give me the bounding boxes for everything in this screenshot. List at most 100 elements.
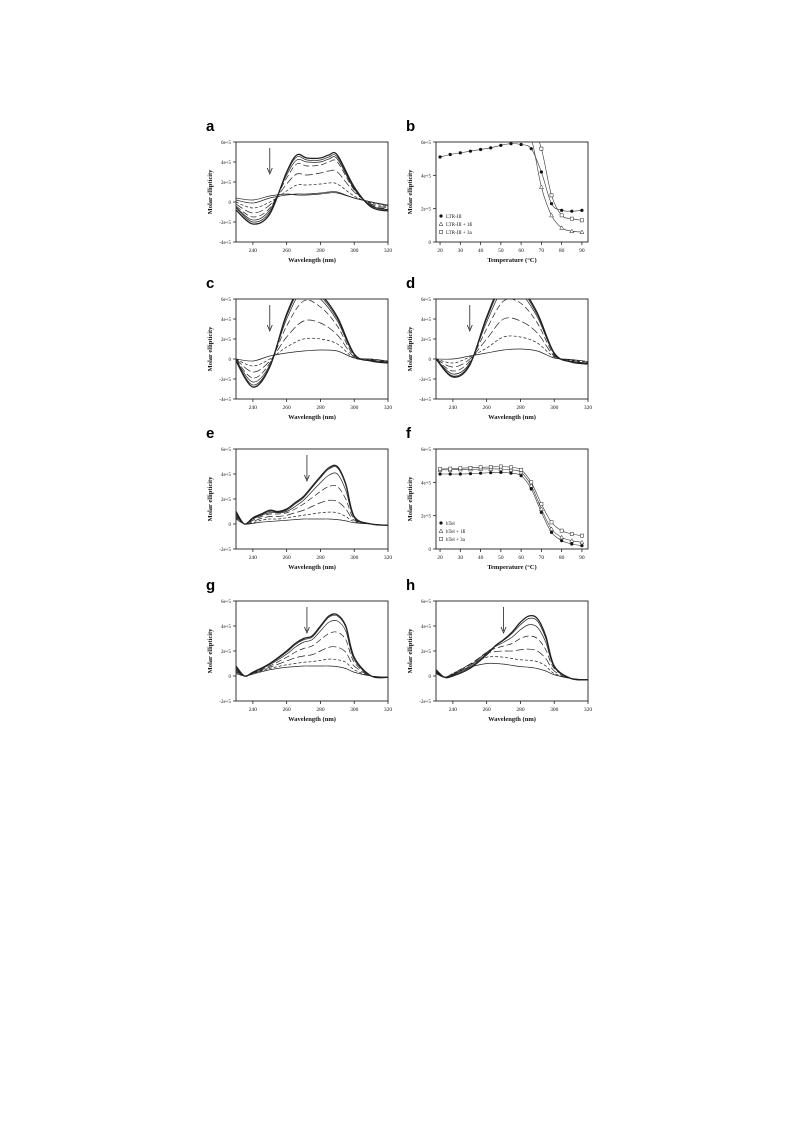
data-point [479, 131, 482, 134]
data-point [438, 118, 442, 120]
data-point [519, 142, 523, 147]
x-tick-label: 300 [350, 405, 359, 411]
data-point [569, 228, 575, 234]
x-tick-label: 90 [579, 248, 585, 254]
y-tick-label: 0 [229, 675, 232, 680]
panel-g: g 240 260 280 300 320 -2e+5 0 2e+5 4e+5 6e+5 Wavele… [200, 577, 392, 729]
y-tick-label: 0 [229, 201, 232, 206]
y-tick-label: 0 [429, 241, 432, 246]
spectrum-line [436, 635, 588, 681]
panel-d: d 240 260 280 300 320 -4e+5 -2e+5 0 2e+5 4e+5 6e+5 W… [400, 275, 592, 427]
data-point [489, 130, 492, 133]
data-point [549, 526, 554, 531]
y-tick-label: -2e+5 [219, 548, 231, 553]
data-point [499, 464, 503, 469]
x-tick-label: 320 [384, 555, 392, 561]
x-axis-label: Wavelength (nm) [488, 716, 536, 723]
spectrum-line [236, 319, 388, 373]
x-tick-label: 260 [483, 707, 492, 713]
y-tick-label: 0 [429, 548, 432, 553]
plot-frame [235, 600, 389, 702]
trend-arrowhead-icon [304, 626, 310, 635]
legend-label: LTR-III [446, 215, 462, 220]
x-tick-label: 240 [249, 707, 258, 713]
y-tick-label: 2e+5 [421, 208, 432, 213]
data-point [468, 465, 473, 470]
x-axis-label: Wavelength (nm) [288, 716, 336, 723]
data-point [499, 470, 503, 474]
data-point [489, 124, 493, 128]
legend-marker [439, 521, 443, 525]
panel-letter: f [406, 425, 411, 442]
data-point [549, 520, 554, 525]
y-tick-label: -4e+5 [419, 398, 431, 403]
y-tick-label: 6e+5 [421, 141, 432, 146]
spectrum-line [236, 182, 388, 209]
y-tick-label: -2e+5 [419, 378, 431, 383]
trend-arrowhead-icon [266, 324, 273, 333]
data-point [438, 467, 442, 471]
x-tick-label: 300 [550, 405, 559, 411]
spectrum-line [436, 299, 588, 378]
x-tick-label: 90 [579, 555, 585, 561]
panel-e: e 240 260 280 300 320 -2e+5 0 2e+5 4e+5 6e+5 Wavele… [200, 425, 392, 577]
x-tick-label: 30 [458, 555, 464, 561]
legend-marker [438, 528, 444, 533]
data-point [570, 209, 574, 213]
panel-letter: h [406, 577, 416, 594]
plot-frame [435, 141, 589, 243]
data-point [519, 474, 523, 478]
y-tick-label: 2e+5 [421, 338, 432, 343]
y-axis-label: Molar ellipticity [207, 169, 214, 215]
y-tick-label: 2e+5 [421, 515, 432, 520]
data-point [468, 121, 472, 125]
spectrum-line [236, 631, 388, 678]
data-point [478, 471, 483, 475]
y-tick-label: 4e+5 [421, 481, 432, 486]
legend-label: hTel + 3a [446, 538, 466, 543]
y-tick-label: 6e+5 [221, 141, 232, 146]
spectrum-line [436, 348, 588, 362]
data-point [468, 472, 473, 476]
y-tick-label: 4e+5 [221, 473, 232, 478]
y-tick-label: 0 [429, 358, 432, 363]
legend-label: hTel [446, 522, 455, 527]
data-point [580, 208, 584, 212]
legend-label: hTel + 1ß [446, 530, 466, 535]
y-axis-label: Molar ellipticity [207, 476, 214, 522]
spectrum-line [236, 619, 388, 678]
x-tick-label: 40 [478, 555, 484, 561]
data-point [530, 122, 533, 125]
data-point [479, 123, 483, 127]
data-point [539, 170, 543, 174]
y-tick-label: 6e+5 [221, 298, 232, 303]
spectrum-line [436, 299, 588, 377]
data-point [560, 539, 564, 543]
plot-frame [235, 141, 389, 243]
data-point [449, 135, 452, 138]
y-tick-label: 6e+5 [221, 448, 232, 453]
x-tick-label: 70 [539, 555, 545, 561]
y-axis-label: Molar ellipticity [407, 169, 414, 215]
y-axis-label: Molar ellipticity [207, 326, 214, 372]
data-point [469, 132, 472, 135]
x-tick-label: 240 [449, 707, 458, 713]
spectrum-line [236, 299, 388, 379]
panel-letter: a [206, 118, 215, 135]
data-point [468, 149, 473, 153]
x-tick-label: 260 [283, 555, 292, 561]
x-tick-label: 240 [249, 405, 258, 411]
y-tick-label: 4e+5 [421, 625, 432, 630]
data-point [499, 129, 502, 132]
data-point [569, 538, 575, 543]
spectrum-line [436, 662, 588, 681]
spectrum-line [436, 656, 588, 681]
data-point [499, 143, 503, 147]
spectrum-line [236, 665, 388, 678]
chart-a: 240 260 280 300 320 -4e+5 -2e+5 0 2e+5 4e+5 6e+5 Wa… [207, 141, 392, 264]
plot-frame [235, 298, 389, 400]
y-tick-label: 2e+5 [221, 650, 232, 655]
y-tick-label: 2e+5 [221, 338, 232, 343]
data-point [478, 147, 483, 152]
legend-marker [438, 221, 444, 226]
